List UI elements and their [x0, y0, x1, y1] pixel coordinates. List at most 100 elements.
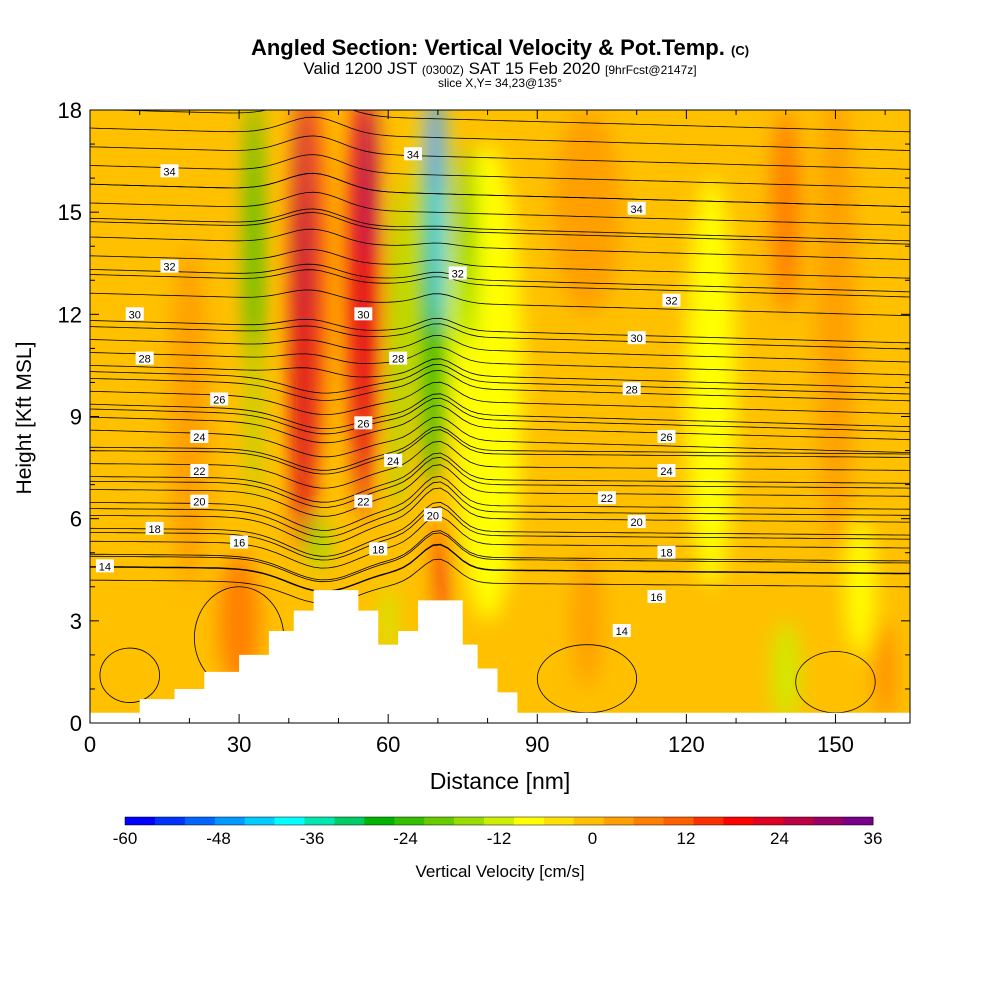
velocity-cell [362, 110, 375, 264]
isentrope-label: 32 [662, 293, 681, 308]
x-axis-label: Distance [nm] [429, 768, 571, 794]
forecast-info: [9hrFcst@2147z] [605, 63, 697, 77]
velocity-cell [773, 620, 799, 723]
colorbar-swatch [214, 817, 246, 825]
isentrope-line [90, 346, 910, 376]
isentrope-label: 22 [597, 491, 616, 505]
isentrope-label: 20 [190, 494, 209, 509]
velocity-cell [427, 110, 438, 196]
colorbar-swatch [364, 817, 395, 825]
velocity-cell [219, 552, 259, 689]
isentrope-line [90, 397, 910, 435]
y-tick-label: 0 [70, 711, 82, 736]
colorbar-swatch [513, 817, 545, 825]
isentrope-line [90, 269, 910, 298]
velocity-cell [246, 110, 262, 400]
colorbar-tick-label: -24 [393, 829, 418, 848]
isentrope-labels: 14 14 16 16 18 18 18 20 20 20 22 22 22 24 24 24 26 26 26 28… [95, 147, 681, 638]
y-tick-label: 18 [58, 98, 82, 123]
isentrope-label: 28 [622, 382, 641, 396]
colorbar-tick-label: -12 [487, 829, 512, 848]
colorbar-swatch [813, 817, 844, 825]
isentrope-line [90, 335, 910, 363]
colorbar-swatch [274, 817, 306, 825]
y-tick-label: 15 [58, 200, 82, 225]
isentrope-line [90, 208, 910, 242]
x-axis: 0 30 60 90 120 150 [84, 110, 886, 757]
svg-text:18: 18 [148, 524, 160, 536]
isentrope-line [90, 487, 910, 545]
colorbar-frame [124, 816, 874, 826]
svg-text:30: 30 [631, 333, 643, 345]
isentrope-label: 32 [448, 266, 467, 280]
colorbar-tick-label: -48 [206, 829, 231, 848]
velocity-cell [815, 110, 856, 553]
isentrope-line [90, 358, 910, 389]
isentrope-line [90, 249, 910, 279]
title-text: Angled Section: Vertical Velocity & Pot.… [250, 35, 725, 60]
colorbar-swatch [394, 817, 425, 825]
svg-text:22: 22 [601, 493, 613, 505]
isentrope-label: 24 [190, 429, 209, 444]
y-tick-label: 6 [70, 507, 82, 532]
svg-text:16: 16 [650, 592, 662, 604]
colorbar-swatch [543, 817, 575, 825]
x-tick-label: 30 [227, 732, 251, 757]
title-mark: (C) [731, 43, 750, 58]
isentrope-line [90, 228, 910, 260]
isentrope-line [90, 116, 910, 151]
colorbar-swatch [484, 817, 515, 825]
svg-text:14: 14 [616, 626, 628, 638]
isentrope-line [90, 532, 910, 583]
valid-date: SAT 15 Feb 2020 [468, 59, 601, 78]
colorbar-swatch [693, 817, 724, 825]
isentrope-line [90, 481, 910, 538]
isentrope-lines [90, 110, 910, 714]
isentrope-label: 14 [95, 559, 114, 573]
isentrope-line [90, 440, 910, 489]
y-axis: 0 3 6 9 12 15 18 [58, 98, 910, 736]
svg-text:26: 26 [213, 394, 225, 406]
isentrope-label: 14 [612, 624, 631, 638]
isentrope-line [90, 543, 910, 592]
svg-text:24: 24 [387, 456, 399, 468]
svg-text:26: 26 [357, 418, 369, 430]
isentrope-label: 28 [135, 351, 154, 366]
isentrope-label: 30 [125, 307, 144, 321]
isentrope-label: 20 [627, 515, 646, 529]
isentrope-line [90, 323, 910, 350]
colorbar-label: Vertical Velocity [cm/s] [415, 862, 585, 881]
isentrope-line [90, 317, 910, 344]
velocity-cell [296, 110, 312, 332]
valid-time-line: Valid 1200 JST (0300Z) SAT 15 Feb 2020 [… [0, 60, 1000, 79]
isentrope-line [90, 135, 910, 170]
svg-text:24: 24 [193, 432, 205, 444]
colorbar-swatch [454, 817, 485, 825]
colorbar-tick-label: 0 [588, 829, 597, 848]
isentrope-label: 20 [423, 508, 442, 522]
velocity-cell [770, 110, 801, 315]
isentrope-label: 30 [627, 331, 646, 345]
isentrope-line [90, 416, 910, 458]
svg-text:26: 26 [660, 432, 672, 444]
terrain-mask [90, 590, 910, 723]
colorbar-tick-label: -36 [300, 829, 325, 848]
colorbar-swatch [663, 817, 694, 825]
isentrope-label: 28 [389, 351, 408, 366]
colorbar-swatch [424, 817, 455, 825]
colorbar-swatch [843, 817, 874, 825]
colorbar-swatch [783, 817, 814, 825]
x-tick-label: 150 [817, 732, 854, 757]
colorbar-swatch [573, 817, 605, 825]
colorbar-tick-label: -60 [113, 829, 138, 848]
svg-text:32: 32 [665, 296, 677, 308]
colorbar-swatch [154, 817, 186, 825]
isentrope-line [90, 154, 910, 189]
svg-text:28: 28 [626, 384, 638, 396]
svg-text:24: 24 [660, 466, 672, 478]
isentrope-label: 24 [657, 463, 676, 478]
colorbar-swatch [125, 817, 156, 825]
colorbar-swatch [334, 817, 365, 825]
colorbar-swatch [304, 817, 335, 825]
